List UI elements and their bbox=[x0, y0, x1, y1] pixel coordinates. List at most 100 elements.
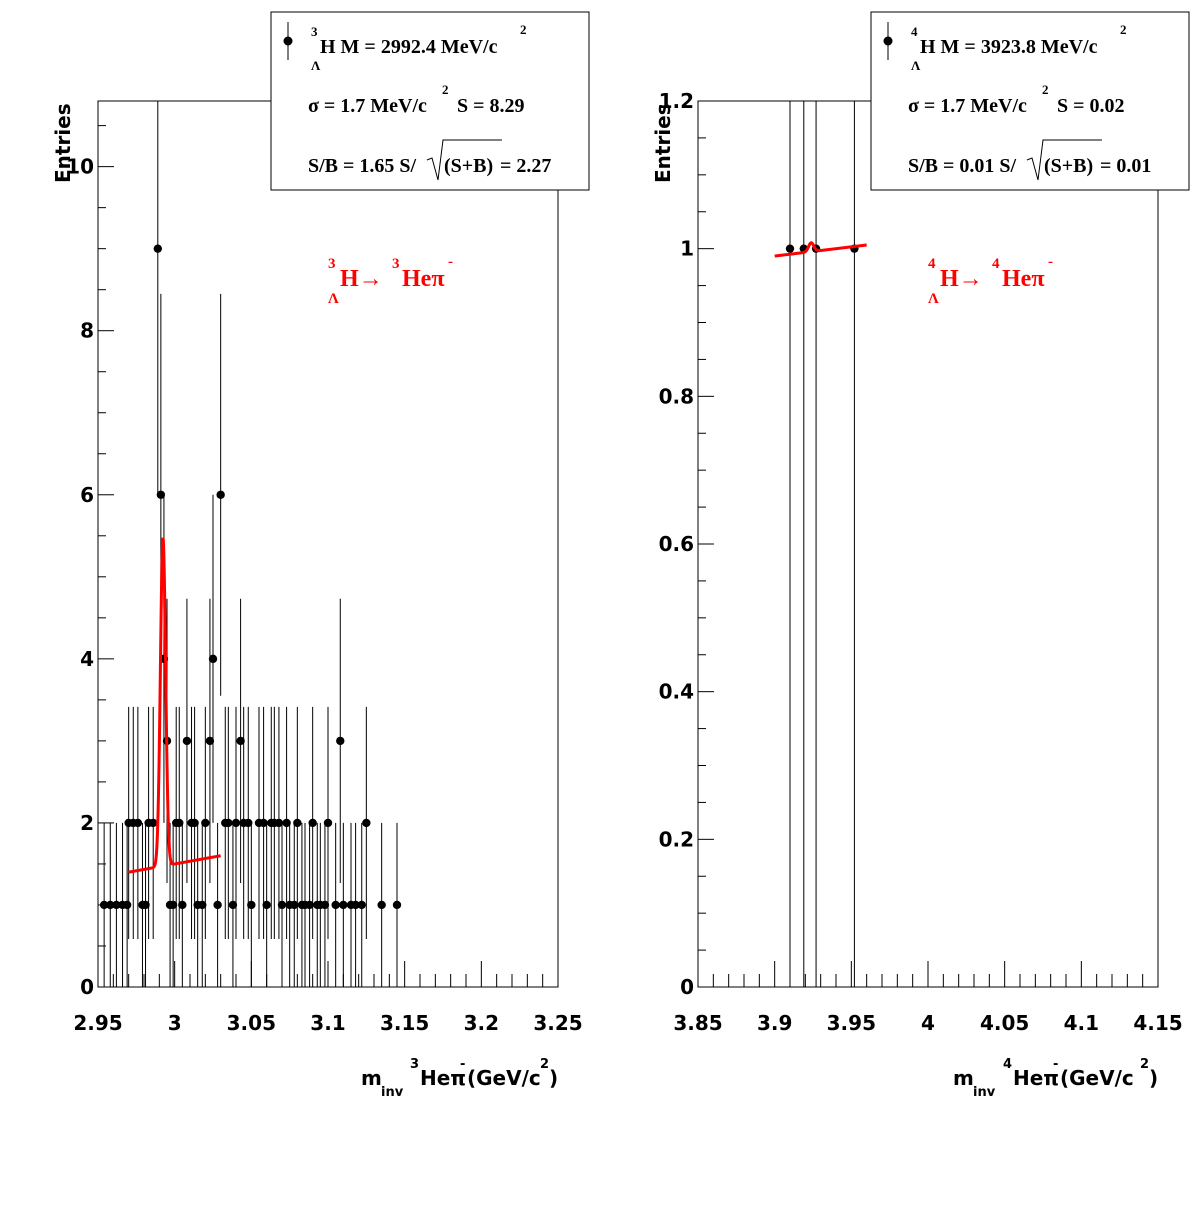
data-point bbox=[274, 818, 284, 828]
left-xlabel-particle: Heπ bbox=[420, 1066, 466, 1090]
data-point bbox=[205, 736, 215, 746]
data-point bbox=[247, 900, 256, 910]
left-data-points bbox=[99, 244, 402, 910]
data-point bbox=[213, 900, 222, 910]
data-point bbox=[133, 818, 143, 828]
x-tick-label: 2.95 bbox=[73, 1011, 122, 1035]
left-legend-sqrt-arg: (S+B) bbox=[444, 155, 493, 177]
right-legend-box bbox=[870, 11, 1190, 191]
left-annot-parent: H→ bbox=[340, 266, 383, 292]
x-tick-label: 4 bbox=[921, 1011, 935, 1035]
data-point bbox=[178, 900, 187, 910]
right-legend-sqrt-sign bbox=[1026, 139, 1102, 181]
y-tick-label: 0 bbox=[680, 975, 694, 999]
data-point bbox=[244, 818, 253, 828]
data-point bbox=[141, 900, 150, 910]
data-point bbox=[305, 900, 314, 910]
data-point bbox=[331, 900, 340, 910]
left-legend-nucleus-mass: 3 bbox=[311, 24, 318, 39]
x-tick-label: 3.05 bbox=[227, 1011, 276, 1035]
data-point bbox=[106, 900, 115, 910]
right-annot-parent-mass: 4 bbox=[928, 256, 936, 272]
right-xlabel-unit-exp: 2 bbox=[1140, 1057, 1149, 1072]
left-annot-charge: - bbox=[448, 254, 453, 270]
x-tick-label: 3.1 bbox=[310, 1011, 345, 1035]
data-point bbox=[320, 900, 330, 910]
left-fit-curve bbox=[128, 537, 221, 874]
left-annot-parent-mass: 3 bbox=[328, 256, 336, 272]
right-xlabel-unit-open: (GeV/c bbox=[1060, 1066, 1134, 1090]
y-tick-label: 0.4 bbox=[659, 680, 694, 704]
left-xlabel-charge: - bbox=[460, 1057, 465, 1072]
data-point bbox=[149, 818, 158, 828]
data-point bbox=[339, 900, 348, 910]
right-x-axis-title: m inv 4 Heπ - (GeV/c 2 ) bbox=[953, 1057, 1158, 1100]
left-legend-box bbox=[270, 11, 590, 191]
y-tick-label: 0.6 bbox=[659, 532, 694, 556]
left-y-tick-labels: 0 2 4 6 8 10 bbox=[66, 155, 94, 999]
data-point bbox=[112, 900, 121, 910]
x-tick-label: 4.1 bbox=[1064, 1011, 1099, 1035]
x-tick-label: 3.85 bbox=[673, 1011, 722, 1035]
right-legend-sqrt-arg: (S+B) bbox=[1044, 155, 1093, 177]
right-legend-nucleus-mass: 4 bbox=[911, 24, 918, 39]
data-point bbox=[99, 900, 109, 910]
left-xlabel-unit-close: ) bbox=[549, 1066, 558, 1090]
x-tick-label: 4.05 bbox=[980, 1011, 1029, 1035]
right-legend-sb-ratio: S/B = 0.01 S/ bbox=[908, 155, 1017, 177]
right-panel: 3.85 3.9 3.95 4 4.05 4.1 4.15 0 0.2 0.4 0.6 0.8 1 1.… bbox=[651, 11, 1190, 1100]
data-point bbox=[259, 818, 268, 828]
data-point bbox=[336, 736, 345, 746]
data-point bbox=[277, 900, 287, 910]
y-tick-label: 8 bbox=[80, 319, 94, 343]
right-legend-mass-exp: 2 bbox=[1120, 22, 1127, 37]
data-point bbox=[262, 900, 271, 910]
data-point bbox=[392, 900, 402, 910]
x-tick-label: 3.2 bbox=[464, 1011, 499, 1035]
fit-line bbox=[128, 537, 221, 874]
left-decay-annotation: 3 Λ H→ 3 Heπ - bbox=[328, 254, 453, 307]
data-point bbox=[362, 818, 371, 828]
left-legend: 3 Λ H M = 2992.4 MeV/c 2 σ = 1.7 MeV/c 2… bbox=[270, 11, 590, 191]
left-legend-marker bbox=[283, 36, 293, 46]
data-point bbox=[282, 818, 291, 828]
right-x-tick-labels: 3.85 3.9 3.95 4 4.05 4.1 4.15 bbox=[673, 1011, 1182, 1035]
data-point bbox=[201, 818, 210, 828]
left-xlabel-nucleus-mass: 3 bbox=[410, 1057, 419, 1072]
data-point bbox=[308, 818, 317, 828]
right-legend-significance-s: S = 0.02 bbox=[1057, 95, 1125, 117]
left-legend-sb-ratio: S/B = 1.65 S/ bbox=[308, 155, 417, 177]
right-xlabel-particle: Heπ bbox=[1013, 1066, 1059, 1090]
right-legend-lambda-sub: Λ bbox=[911, 58, 921, 73]
right-annot-charge: - bbox=[1048, 254, 1053, 270]
right-xlabel-prefix: m bbox=[953, 1066, 974, 1090]
right-y-tick-labels: 0 0.2 0.4 0.6 0.8 1 1.2 bbox=[659, 89, 694, 999]
data-point bbox=[293, 818, 302, 828]
x-tick-label: 3 bbox=[168, 1011, 182, 1035]
data-point bbox=[168, 900, 178, 910]
left-xlabel-sub: inv bbox=[381, 1085, 404, 1100]
x-tick-label: 3.95 bbox=[827, 1011, 876, 1035]
left-legend-significance-s: S = 8.29 bbox=[457, 95, 525, 117]
right-xlabel-nucleus-mass: 4 bbox=[1003, 1057, 1012, 1072]
data-point bbox=[216, 490, 225, 499]
right-axis-ticks bbox=[697, 100, 1159, 988]
x-tick-label: 4.15 bbox=[1133, 1011, 1182, 1035]
y-tick-label: 0 bbox=[80, 975, 94, 999]
y-tick-label: 0.8 bbox=[659, 384, 694, 408]
data-point bbox=[785, 244, 795, 253]
data-point bbox=[190, 818, 199, 828]
left-xlabel-prefix: m bbox=[361, 1066, 382, 1090]
data-point bbox=[198, 900, 207, 910]
data-point bbox=[224, 818, 233, 828]
data-point bbox=[323, 818, 333, 828]
x-tick-label: 3.15 bbox=[380, 1011, 429, 1035]
right-legend-significance: = 0.01 bbox=[1100, 155, 1151, 177]
left-legend-sigma-exp: 2 bbox=[442, 82, 449, 97]
right-annot-lambda-sub: Λ bbox=[928, 291, 939, 307]
right-legend: 4 Λ H M = 3923.8 MeV/c 2 σ = 1.7 MeV/c 2… bbox=[870, 11, 1190, 191]
data-point bbox=[231, 818, 241, 828]
